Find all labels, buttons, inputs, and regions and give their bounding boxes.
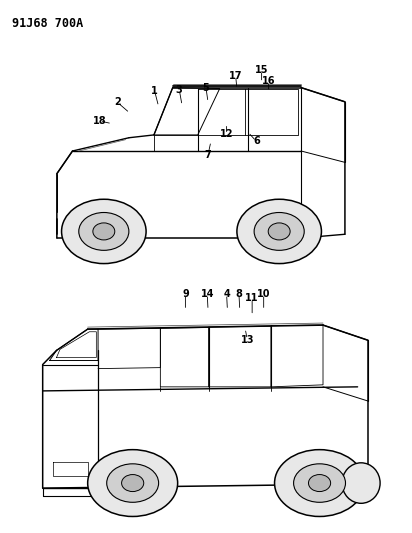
Text: 2: 2 xyxy=(114,98,121,107)
Ellipse shape xyxy=(88,450,178,516)
Text: 18: 18 xyxy=(93,116,107,126)
Ellipse shape xyxy=(107,464,159,502)
Ellipse shape xyxy=(274,450,365,516)
Text: 12: 12 xyxy=(220,130,233,139)
Text: 5: 5 xyxy=(203,83,209,93)
Text: 16: 16 xyxy=(262,76,275,86)
Text: 10: 10 xyxy=(257,289,270,299)
Ellipse shape xyxy=(93,223,115,240)
Text: 1: 1 xyxy=(151,86,158,95)
Ellipse shape xyxy=(79,213,129,251)
Ellipse shape xyxy=(61,199,146,264)
Text: 14: 14 xyxy=(201,289,214,299)
Ellipse shape xyxy=(342,463,380,503)
Text: 9: 9 xyxy=(182,289,189,299)
Ellipse shape xyxy=(294,464,346,502)
Text: 4: 4 xyxy=(223,289,230,299)
Text: 11: 11 xyxy=(246,294,259,303)
Text: 13: 13 xyxy=(241,335,254,344)
Ellipse shape xyxy=(122,474,144,491)
Text: 17: 17 xyxy=(229,71,242,80)
Text: 91J68 700A: 91J68 700A xyxy=(12,17,84,30)
Text: 3: 3 xyxy=(176,85,183,94)
Ellipse shape xyxy=(254,213,304,251)
Text: 6: 6 xyxy=(253,136,260,146)
Ellipse shape xyxy=(268,223,290,240)
Text: 8: 8 xyxy=(236,289,242,299)
Ellipse shape xyxy=(309,474,330,491)
Text: 15: 15 xyxy=(255,66,268,75)
Text: 7: 7 xyxy=(205,150,211,159)
Ellipse shape xyxy=(237,199,321,264)
